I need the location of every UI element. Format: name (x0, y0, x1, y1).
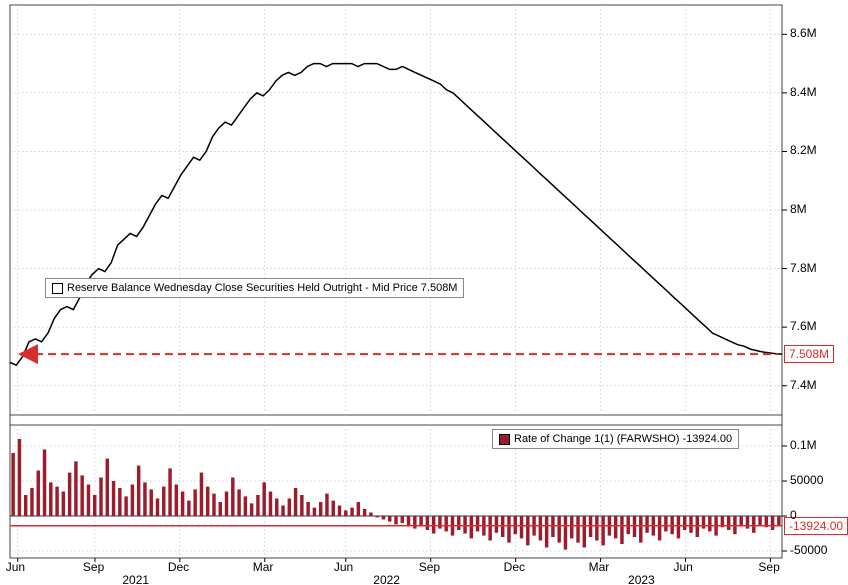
xtick-label: Jun (674, 560, 693, 574)
xyear-label: 2021 (122, 573, 149, 585)
xtick-label: Sep (419, 560, 440, 574)
upper-ytick-label: 8.4M (790, 85, 817, 99)
xtick-label: Sep (758, 560, 779, 574)
xtick-label: Sep (83, 560, 104, 574)
lower-ytick-label: 50000 (790, 473, 823, 487)
chart-container: Reserve Balance Wednesday Close Securiti… (0, 0, 848, 585)
lower-legend-text: Rate of Change 1(1) (FARWSHO) -13924.00 (514, 433, 732, 445)
upper-ytick-label: 7.4M (790, 378, 817, 392)
lower-badge-text: -13924.00 (789, 519, 843, 533)
xtick-label: Dec (168, 560, 189, 574)
upper-ytick-label: 7.6M (790, 319, 817, 333)
upper-legend-text: Reserve Balance Wednesday Close Securiti… (67, 282, 457, 294)
xyear-label: 2022 (373, 573, 400, 585)
xtick-label: Dec (504, 560, 525, 574)
xtick-label: Jun (6, 560, 25, 574)
lower-ytick-label: 0 (790, 508, 797, 522)
upper-legend: Reserve Balance Wednesday Close Securiti… (45, 278, 464, 298)
upper-legend-swatch (52, 283, 63, 294)
xyear-label: 2023 (628, 573, 655, 585)
lower-ytick-label: -50000 (790, 543, 827, 557)
upper-badge-text: 7.508M (789, 347, 829, 361)
lower-ytick-label: 0.1M (790, 438, 817, 452)
upper-ytick-label: 7.8M (790, 261, 817, 275)
upper-ytick-label: 8.6M (790, 26, 817, 40)
upper-ytick-label: 8.2M (790, 143, 817, 157)
lower-legend: Rate of Change 1(1) (FARWSHO) -13924.00 (492, 429, 739, 449)
xtick-label: Mar (589, 560, 610, 574)
lower-legend-swatch (499, 434, 510, 445)
upper-ytick-label: 8M (790, 202, 807, 216)
xtick-label: Mar (253, 560, 274, 574)
xtick-label: Jun (334, 560, 353, 574)
upper-value-badge: 7.508M (784, 345, 834, 363)
